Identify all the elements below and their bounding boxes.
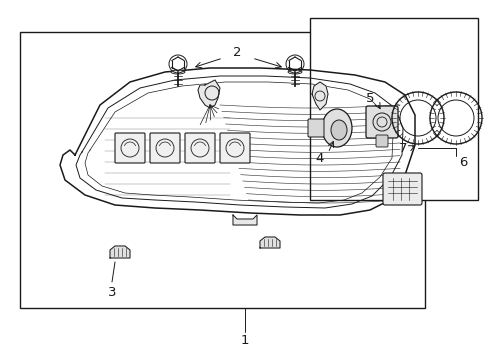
Polygon shape [260,237,280,248]
Text: 4: 4 [315,152,324,165]
Text: 5: 5 [365,91,373,104]
Text: 7: 7 [398,141,407,154]
FancyBboxPatch shape [184,133,215,163]
Text: 1: 1 [240,333,249,346]
Ellipse shape [330,120,346,140]
Text: 2: 2 [232,45,241,58]
Text: 3: 3 [107,285,116,298]
Ellipse shape [321,109,351,147]
Bar [309,18,477,200]
FancyBboxPatch shape [365,106,397,138]
FancyBboxPatch shape [220,133,249,163]
Text: 6: 6 [458,156,466,168]
FancyBboxPatch shape [150,133,180,163]
FancyBboxPatch shape [115,133,145,163]
Polygon shape [198,80,220,108]
Ellipse shape [287,70,302,74]
FancyBboxPatch shape [307,119,324,137]
Polygon shape [110,246,130,258]
Bar [20,32,424,308]
FancyBboxPatch shape [382,173,421,205]
Polygon shape [311,82,327,110]
Ellipse shape [171,70,184,74]
FancyBboxPatch shape [375,135,387,147]
Polygon shape [232,215,257,225]
